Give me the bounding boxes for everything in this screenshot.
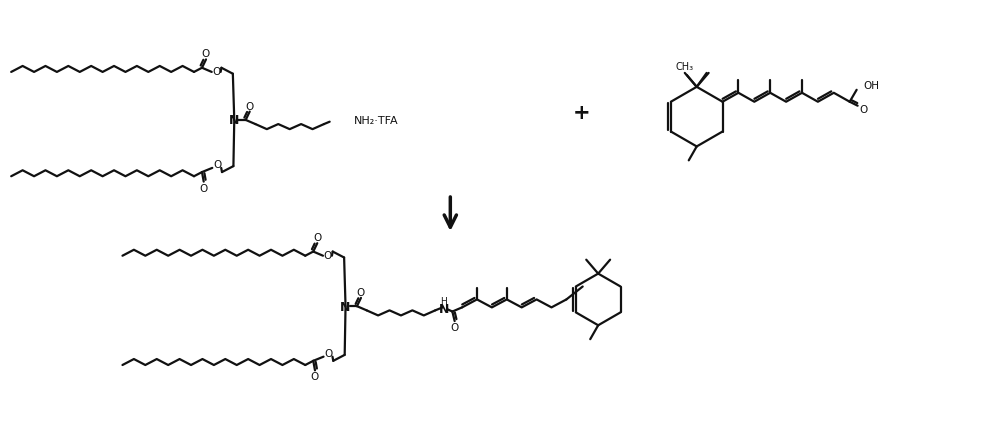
Text: N: N xyxy=(340,300,350,313)
Text: +: + xyxy=(573,102,590,122)
Text: CH₃: CH₃ xyxy=(676,62,694,72)
Text: O: O xyxy=(214,160,222,170)
Text: O: O xyxy=(324,348,332,358)
Text: O: O xyxy=(313,233,321,243)
Text: O: O xyxy=(357,287,365,297)
Text: O: O xyxy=(246,101,253,111)
Text: O: O xyxy=(323,250,332,260)
Text: N: N xyxy=(230,114,240,127)
Text: NH₂·TFA: NH₂·TFA xyxy=(353,115,398,125)
Text: O: O xyxy=(859,104,867,115)
Text: O: O xyxy=(310,371,319,381)
Text: O: O xyxy=(450,322,459,332)
Text: N: N xyxy=(438,302,449,315)
Text: O: O xyxy=(213,67,221,77)
Text: OH: OH xyxy=(863,81,879,91)
Text: O: O xyxy=(200,183,208,193)
Text: O: O xyxy=(202,49,211,59)
Text: H: H xyxy=(440,296,447,305)
